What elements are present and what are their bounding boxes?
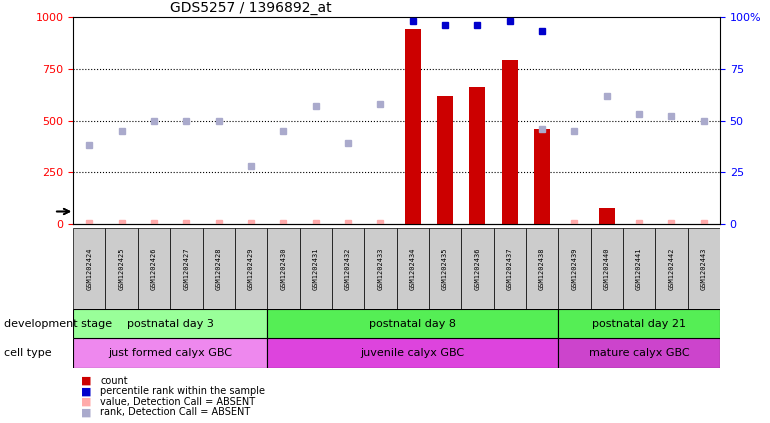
Bar [461,228,494,309]
Text: ■: ■ [81,397,92,407]
Text: GSM1202427: GSM1202427 [183,247,189,290]
Text: ■: ■ [81,376,92,386]
Text: GSM1202440: GSM1202440 [604,247,610,290]
Text: GSM1202436: GSM1202436 [474,247,480,290]
Bar [105,228,138,309]
Text: GSM1202426: GSM1202426 [151,247,157,290]
Bar [170,228,203,309]
Bar [591,228,623,309]
Bar [267,228,300,309]
Bar [534,129,551,224]
Text: GSM1202432: GSM1202432 [345,247,351,290]
Bar [623,228,655,309]
Text: just formed calyx GBC: just formed calyx GBC [108,348,233,358]
Bar [526,228,558,309]
Text: ■: ■ [81,407,92,418]
Text: development stage: development stage [4,319,112,329]
Bar [138,228,170,309]
Bar [470,88,486,224]
Text: GSM1202430: GSM1202430 [280,247,286,290]
Bar [405,29,421,224]
Bar [558,228,591,309]
Bar [397,228,429,309]
Text: GSM1202429: GSM1202429 [248,247,254,290]
Text: GSM1202443: GSM1202443 [701,247,707,290]
Bar [203,228,235,309]
Bar [558,309,720,338]
Bar [502,60,518,224]
Text: percentile rank within the sample: percentile rank within the sample [100,386,265,396]
Text: GSM1202438: GSM1202438 [539,247,545,290]
Text: GSM1202428: GSM1202428 [216,247,222,290]
Text: postnatal day 8: postnatal day 8 [370,319,456,329]
Text: GSM1202434: GSM1202434 [410,247,416,290]
Bar [73,309,267,338]
Bar [73,228,105,309]
Bar [558,338,720,368]
Text: juvenile calyx GBC: juvenile calyx GBC [360,348,465,358]
Text: GSM1202439: GSM1202439 [571,247,578,290]
Text: value, Detection Call = ABSENT: value, Detection Call = ABSENT [100,397,255,407]
Text: postnatal day 21: postnatal day 21 [592,319,686,329]
Text: count: count [100,376,128,386]
Text: GSM1202435: GSM1202435 [442,247,448,290]
Text: GSM1202437: GSM1202437 [507,247,513,290]
Text: postnatal day 3: postnatal day 3 [127,319,213,329]
Bar [235,228,267,309]
Bar [494,228,526,309]
Bar [599,208,614,224]
Text: GSM1202425: GSM1202425 [119,247,125,290]
Text: cell type: cell type [4,348,52,358]
Bar [688,228,720,309]
Text: GDS5257 / 1396892_at: GDS5257 / 1396892_at [170,0,332,14]
Bar [300,228,332,309]
Bar [437,96,453,224]
Bar [73,338,267,368]
Text: GSM1202431: GSM1202431 [313,247,319,290]
Bar [267,338,558,368]
Bar [332,228,364,309]
Bar [267,309,558,338]
Text: ■: ■ [81,386,92,396]
Text: GSM1202433: GSM1202433 [377,247,383,290]
Text: GSM1202424: GSM1202424 [86,247,92,290]
Bar [364,228,397,309]
Text: mature calyx GBC: mature calyx GBC [589,348,689,358]
Text: rank, Detection Call = ABSENT: rank, Detection Call = ABSENT [100,407,250,418]
Text: GSM1202441: GSM1202441 [636,247,642,290]
Bar [429,228,461,309]
Bar [655,228,688,309]
Text: GSM1202442: GSM1202442 [668,247,675,290]
